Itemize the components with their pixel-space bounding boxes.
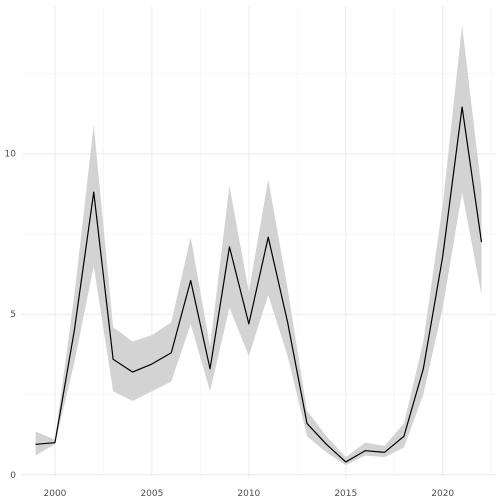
y-tick-label: 10 xyxy=(5,150,17,160)
x-tick-label: 2020 xyxy=(431,489,454,499)
x-tick-label: 2010 xyxy=(237,489,260,499)
x-tick-label: 2015 xyxy=(334,489,357,499)
x-tick-label: 2005 xyxy=(140,489,163,499)
y-tick-label: 0 xyxy=(10,471,16,481)
y-tick-label: 5 xyxy=(10,310,16,320)
x-tick-label: 2000 xyxy=(44,489,67,499)
